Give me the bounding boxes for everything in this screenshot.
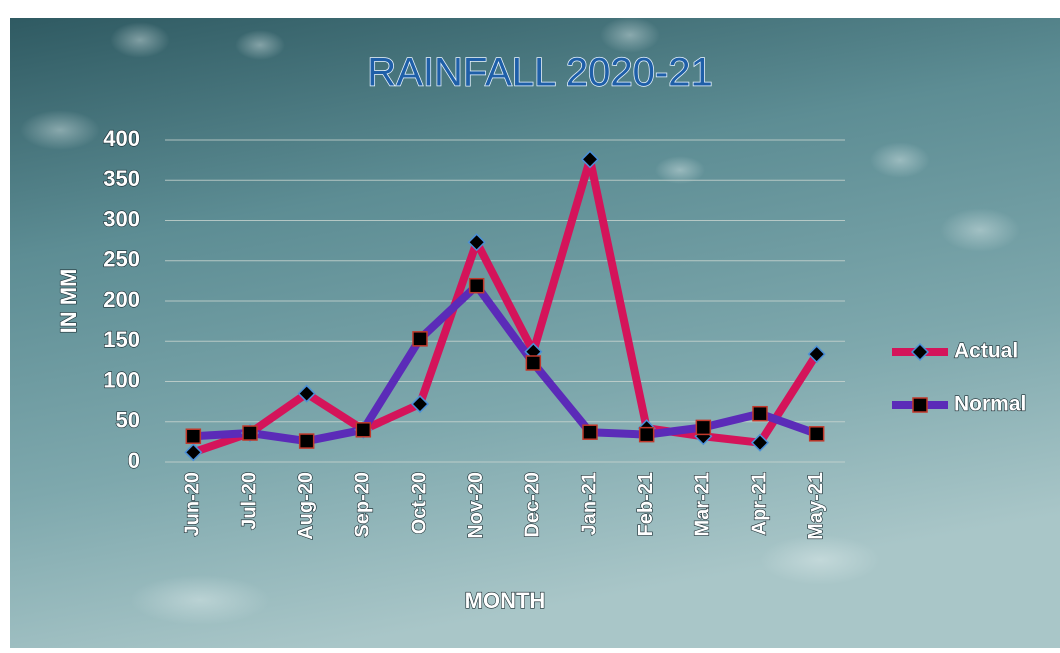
x-tick-label: Oct-20 — [408, 472, 430, 534]
x-tick-label: Aug-20 — [295, 472, 317, 540]
marker — [752, 405, 768, 422]
marker — [412, 331, 428, 347]
marker — [468, 277, 485, 294]
marker — [807, 345, 826, 364]
legend-label: Normal — [954, 393, 1026, 416]
marker — [298, 433, 315, 449]
marker — [695, 419, 712, 436]
x-tick-label: Mar-21 — [692, 472, 714, 536]
y-tick-label: 400 — [103, 126, 140, 151]
marker — [185, 428, 202, 444]
x-tick-label: Dec-20 — [522, 472, 544, 538]
rain-texture — [20, 17, 1020, 625]
y-axis-label: IN MM — [56, 269, 81, 334]
marker — [184, 443, 203, 462]
y-tick-label: 0 — [128, 448, 140, 473]
marker — [410, 394, 430, 414]
chart-title: RAINFALL 2020-21 — [367, 51, 712, 95]
marker — [242, 425, 258, 441]
y-tick-label: 350 — [103, 166, 140, 191]
y-tick-label: 250 — [103, 247, 140, 272]
marker — [580, 150, 600, 169]
marker — [467, 233, 486, 252]
marker — [638, 426, 655, 443]
x-tick-label: Apr-21 — [748, 472, 770, 535]
x-tick-label: Jan-21 — [578, 472, 600, 535]
y-tick-label: 100 — [103, 367, 140, 392]
y-tick-label: 50 — [116, 408, 140, 433]
x-tick-label: May-21 — [805, 472, 827, 540]
y-tick-label: 300 — [103, 206, 140, 231]
marker — [750, 433, 770, 452]
marker — [582, 424, 598, 440]
x-tick-label: Jun-20 — [182, 472, 204, 536]
x-tick-label: Jul-20 — [238, 472, 260, 530]
marker — [808, 426, 825, 442]
marker — [355, 422, 372, 438]
legend-marker — [910, 342, 930, 362]
marker — [297, 384, 316, 403]
series-line — [189, 281, 821, 446]
legend-label: Actual — [954, 340, 1018, 363]
y-tick-label: 200 — [103, 287, 140, 312]
x-tick-label: Sep-20 — [352, 472, 374, 538]
legend-marker — [912, 397, 928, 413]
x-axis-label: MONTH — [465, 588, 546, 613]
y-tick-label: 150 — [103, 327, 140, 352]
marker — [525, 355, 542, 371]
x-tick-label: Feb-21 — [635, 472, 657, 536]
x-tick-label: Nov-20 — [465, 472, 487, 539]
series-line — [189, 155, 821, 457]
